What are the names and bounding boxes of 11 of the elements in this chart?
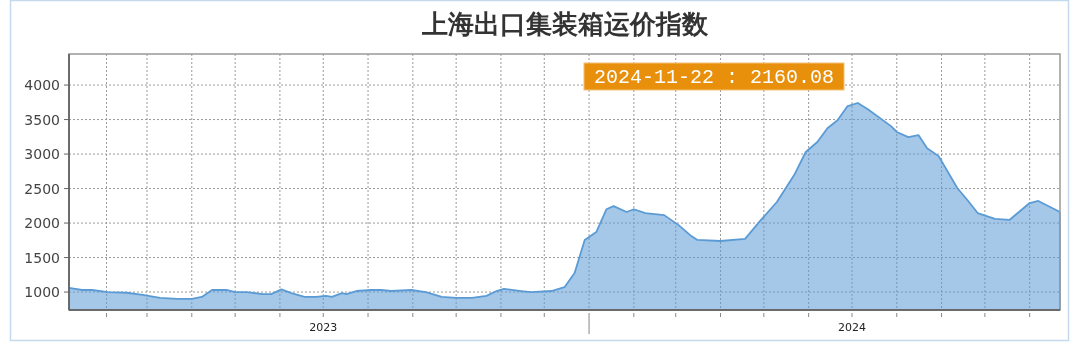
x-tick-label: 2024 <box>837 321 866 334</box>
y-tick-label: 3500 <box>24 111 60 128</box>
y-tick-label: 1500 <box>24 249 60 266</box>
y-tick-label: 2500 <box>24 180 60 197</box>
y-tick-label: 2000 <box>24 215 60 232</box>
chart-title: 上海出口集装箱运价指数 <box>420 9 709 39</box>
x-tick-label: 2023 <box>309 321 338 334</box>
y-tick-label: 1000 <box>24 284 60 301</box>
y-tick-label: 3000 <box>24 146 60 163</box>
annotation: 2024-11-22 : 2160.08 <box>593 66 835 89</box>
y-tick-label: 4000 <box>24 77 60 94</box>
